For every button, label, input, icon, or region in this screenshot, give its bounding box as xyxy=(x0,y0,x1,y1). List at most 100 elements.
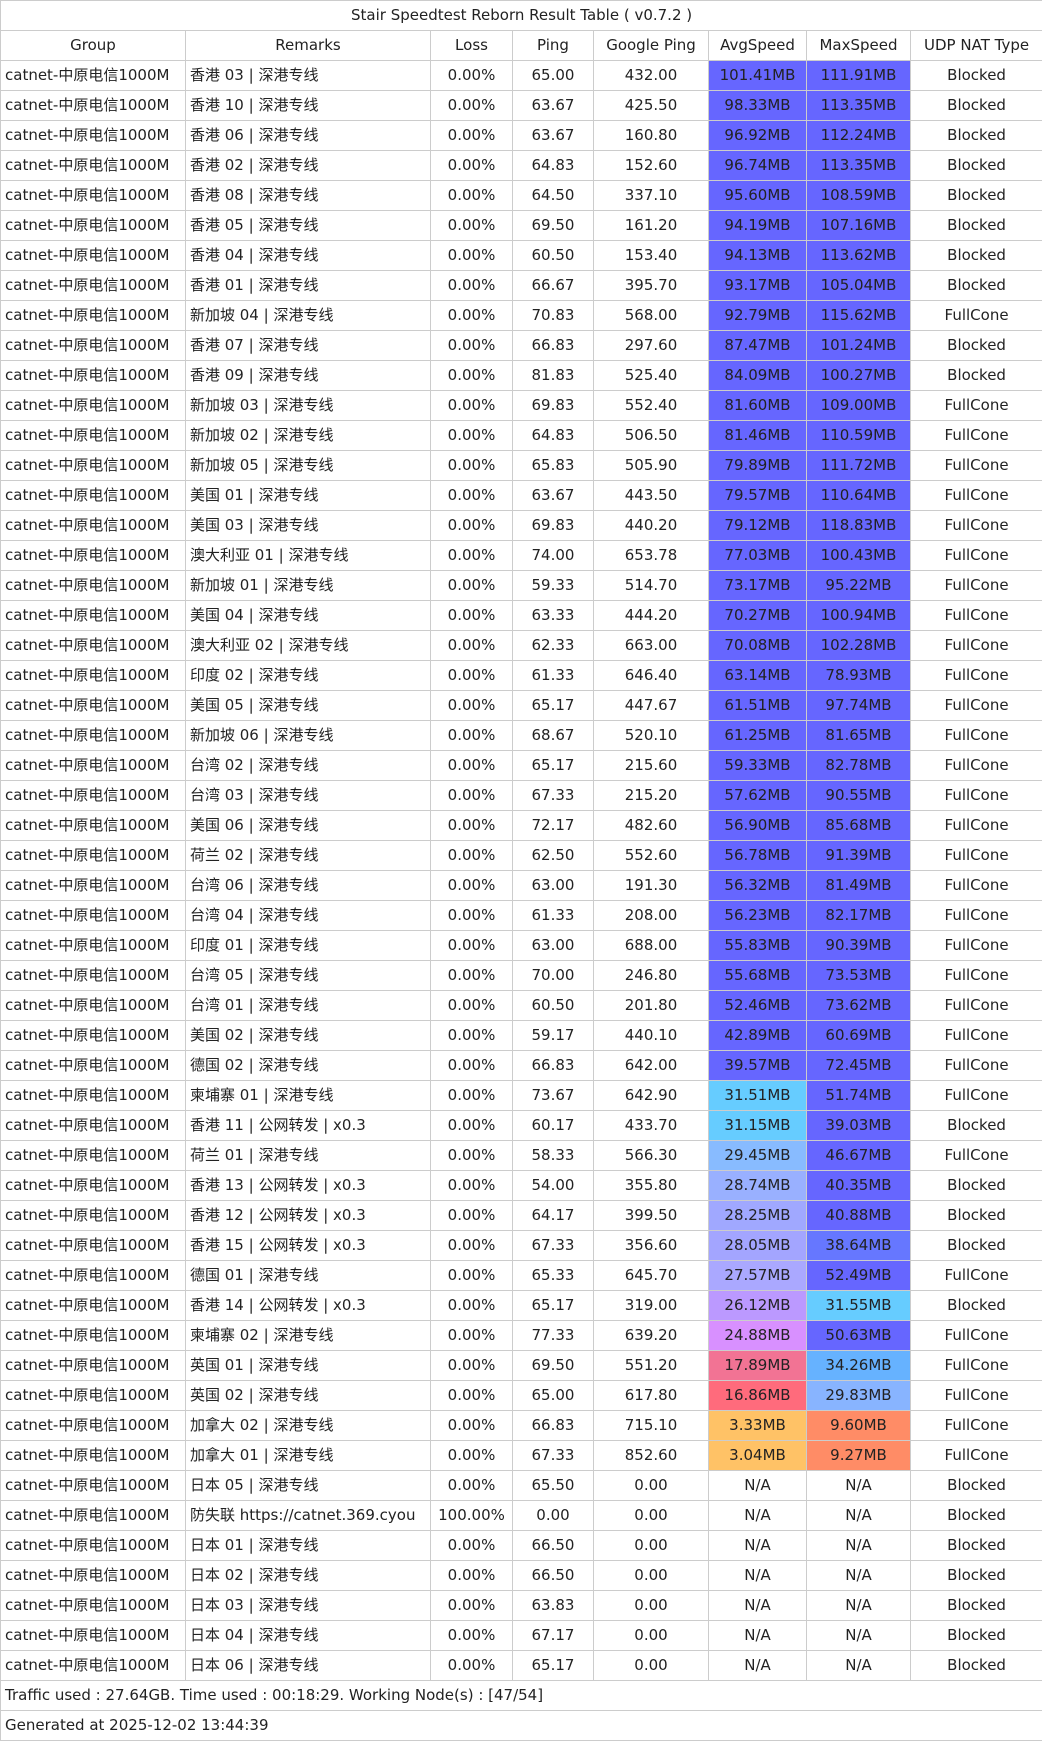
cell-ping: 70.83 xyxy=(513,301,594,331)
cell-avg-speed: 16.86MB xyxy=(709,1381,807,1411)
cell-ping: 65.17 xyxy=(513,751,594,781)
cell-udp-nat-type: FullCone xyxy=(911,1081,1042,1111)
cell-group: catnet-中原电信1000M xyxy=(1,1651,186,1681)
cell-udp-nat-type: FullCone xyxy=(911,301,1042,331)
cell-loss: 0.00% xyxy=(431,1231,513,1261)
cell-remarks: 香港 11 | 公网转发 | x0.3 xyxy=(186,1111,431,1141)
cell-max-speed: 39.03MB xyxy=(807,1111,911,1141)
cell-loss: 0.00% xyxy=(431,121,513,151)
cell-ping: 0.00 xyxy=(513,1501,594,1531)
cell-ping: 70.00 xyxy=(513,961,594,991)
cell-google-ping: 642.00 xyxy=(594,1051,709,1081)
cell-ping: 54.00 xyxy=(513,1171,594,1201)
cell-ping: 64.83 xyxy=(513,151,594,181)
cell-udp-nat-type: FullCone xyxy=(911,781,1042,811)
cell-group: catnet-中原电信1000M xyxy=(1,331,186,361)
cell-group: catnet-中原电信1000M xyxy=(1,1291,186,1321)
cell-loss: 0.00% xyxy=(431,571,513,601)
cell-ping: 63.33 xyxy=(513,601,594,631)
cell-max-speed: 85.68MB xyxy=(807,811,911,841)
cell-max-speed: 102.28MB xyxy=(807,631,911,661)
cell-group: catnet-中原电信1000M xyxy=(1,1231,186,1261)
cell-google-ping: 642.90 xyxy=(594,1081,709,1111)
cell-avg-speed: 55.68MB xyxy=(709,961,807,991)
cell-max-speed: N/A xyxy=(807,1651,911,1681)
cell-udp-nat-type: Blocked xyxy=(911,1291,1042,1321)
cell-ping: 60.17 xyxy=(513,1111,594,1141)
cell-loss: 0.00% xyxy=(431,1261,513,1291)
cell-remarks: 澳大利亚 02 | 深港专线 xyxy=(186,631,431,661)
cell-google-ping: 482.60 xyxy=(594,811,709,841)
cell-group: catnet-中原电信1000M xyxy=(1,421,186,451)
cell-google-ping: 160.80 xyxy=(594,121,709,151)
cell-avg-speed: 52.46MB xyxy=(709,991,807,1021)
cell-ping: 66.83 xyxy=(513,1411,594,1441)
cell-group: catnet-中原电信1000M xyxy=(1,871,186,901)
cell-google-ping: 566.30 xyxy=(594,1141,709,1171)
cell-udp-nat-type: FullCone xyxy=(911,721,1042,751)
cell-ping: 66.83 xyxy=(513,1051,594,1081)
cell-avg-speed: 28.74MB xyxy=(709,1171,807,1201)
cell-max-speed: N/A xyxy=(807,1591,911,1621)
cell-group: catnet-中原电信1000M xyxy=(1,1411,186,1441)
cell-max-speed: 91.39MB xyxy=(807,841,911,871)
cell-avg-speed: 92.79MB xyxy=(709,301,807,331)
cell-avg-speed: 56.78MB xyxy=(709,841,807,871)
cell-udp-nat-type: Blocked xyxy=(911,121,1042,151)
cell-google-ping: 568.00 xyxy=(594,301,709,331)
cell-max-speed: 34.26MB xyxy=(807,1351,911,1381)
cell-remarks: 台湾 03 | 深港专线 xyxy=(186,781,431,811)
cell-udp-nat-type: Blocked xyxy=(911,61,1042,91)
cell-max-speed: 90.39MB xyxy=(807,931,911,961)
cell-udp-nat-type: FullCone xyxy=(911,991,1042,1021)
cell-udp-nat-type: FullCone xyxy=(911,1321,1042,1351)
cell-max-speed: 46.67MB xyxy=(807,1141,911,1171)
cell-avg-speed: 56.90MB xyxy=(709,811,807,841)
cell-loss: 0.00% xyxy=(431,151,513,181)
cell-udp-nat-type: FullCone xyxy=(911,751,1042,781)
cell-group: catnet-中原电信1000M xyxy=(1,991,186,1021)
cell-udp-nat-type: Blocked xyxy=(911,241,1042,271)
cell-avg-speed: N/A xyxy=(709,1651,807,1681)
cell-group: catnet-中原电信1000M xyxy=(1,1051,186,1081)
cell-avg-speed: 101.41MB xyxy=(709,61,807,91)
cell-loss: 0.00% xyxy=(431,181,513,211)
cell-udp-nat-type: FullCone xyxy=(911,511,1042,541)
cell-avg-speed: 81.46MB xyxy=(709,421,807,451)
cell-avg-speed: 31.15MB xyxy=(709,1111,807,1141)
cell-group: catnet-中原电信1000M xyxy=(1,1201,186,1231)
cell-remarks: 香港 12 | 公网转发 | x0.3 xyxy=(186,1201,431,1231)
cell-group: catnet-中原电信1000M xyxy=(1,271,186,301)
cell-loss: 0.00% xyxy=(431,1111,513,1141)
cell-avg-speed: 73.17MB xyxy=(709,571,807,601)
cell-loss: 0.00% xyxy=(431,1321,513,1351)
cell-ping: 64.17 xyxy=(513,1201,594,1231)
cell-google-ping: 552.40 xyxy=(594,391,709,421)
cell-remarks: 新加坡 02 | 深港专线 xyxy=(186,421,431,451)
cell-loss: 0.00% xyxy=(431,1171,513,1201)
cell-udp-nat-type: FullCone xyxy=(911,571,1042,601)
cell-max-speed: N/A xyxy=(807,1501,911,1531)
cell-group: catnet-中原电信1000M xyxy=(1,1381,186,1411)
cell-avg-speed: 96.74MB xyxy=(709,151,807,181)
cell-ping: 67.33 xyxy=(513,1441,594,1471)
cell-group: catnet-中原电信1000M xyxy=(1,571,186,601)
cell-group: catnet-中原电信1000M xyxy=(1,451,186,481)
cell-google-ping: 319.00 xyxy=(594,1291,709,1321)
cell-remarks: 香港 08 | 深港专线 xyxy=(186,181,431,211)
cell-ping: 65.00 xyxy=(513,61,594,91)
cell-udp-nat-type: FullCone xyxy=(911,1051,1042,1081)
cell-ping: 63.67 xyxy=(513,121,594,151)
cell-udp-nat-type: FullCone xyxy=(911,481,1042,511)
cell-ping: 65.00 xyxy=(513,1381,594,1411)
